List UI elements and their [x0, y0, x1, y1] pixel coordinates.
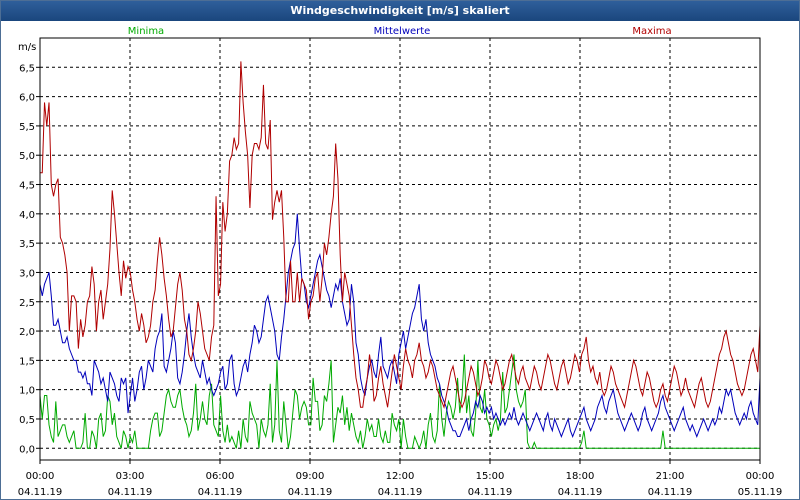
- legend-minima: Minima: [128, 26, 164, 37]
- y-axis-label: m/s: [18, 42, 36, 53]
- x-tick-time: 15:00: [476, 471, 505, 482]
- y-tick-label: 2,5: [19, 298, 35, 309]
- x-tick-date: 04.11.19: [198, 487, 243, 498]
- legend-maxima: Maxima: [632, 26, 671, 37]
- x-axis-ticks: 00:00 04.11.19 03:00 04.11.19 06:00 04.11.19 0…: [18, 460, 783, 498]
- x-tick-date: 04.11.19: [468, 487, 513, 498]
- y-tick-label: 1,0: [19, 386, 35, 397]
- x-tick-time: 21:00: [656, 471, 685, 482]
- x-tick-time: 12:00: [386, 471, 415, 482]
- x-tick-time: 03:00: [116, 471, 145, 482]
- y-tick-label: 6,0: [19, 93, 35, 104]
- y-tick-label: 6,5: [19, 63, 35, 74]
- legend: Minima Mittelwerte Maxima: [128, 26, 672, 37]
- y-tick-label: 2,0: [19, 327, 35, 338]
- y-axis-ticks: 0,0 0,5 1,0 1,5 2,0 2,5 3,0 3,5 4,0 4,5 5,0 5,5 6,0 6…: [19, 63, 40, 455]
- x-tick-date: 04.11.19: [648, 487, 693, 498]
- y-tick-label: 5,0: [19, 151, 35, 162]
- grid: [40, 38, 760, 460]
- x-tick-time: 00:00: [746, 471, 775, 482]
- x-tick-time: 18:00: [566, 471, 595, 482]
- y-tick-label: 1,5: [19, 356, 35, 367]
- y-tick-label: 4,0: [19, 210, 35, 221]
- series-line-mittelwerte: [39, 213, 761, 438]
- legend-mittelwerte: Mittelwerte: [374, 26, 431, 37]
- x-tick-date: 05.11.19: [738, 487, 783, 498]
- y-tick-label: 0,5: [19, 415, 35, 426]
- x-tick-time: 09:00: [296, 471, 325, 482]
- y-tick-label: 3,5: [19, 239, 35, 250]
- chart-title: Windgeschwindigkeit [m/s] skaliert: [290, 4, 510, 17]
- x-tick-time: 06:00: [206, 471, 235, 482]
- x-tick-date: 04.11.19: [288, 487, 333, 498]
- y-tick-label: 4,5: [19, 181, 35, 192]
- x-tick-date: 04.11.19: [378, 487, 423, 498]
- title-bar: Windgeschwindigkeit [m/s] skaliert: [1, 1, 799, 21]
- x-tick-date: 04.11.19: [18, 487, 63, 498]
- x-tick-date: 04.11.19: [108, 487, 153, 498]
- series-lines: [39, 61, 761, 450]
- series-line-minima: [39, 354, 760, 450]
- y-tick-label: 3,0: [19, 268, 35, 279]
- y-tick-label: 5,5: [19, 122, 35, 133]
- x-tick-time: 00:00: [26, 471, 55, 482]
- series-line-maxima: [40, 61, 761, 410]
- x-tick-date: 04.11.19: [558, 487, 603, 498]
- y-tick-label: 0,0: [19, 444, 35, 455]
